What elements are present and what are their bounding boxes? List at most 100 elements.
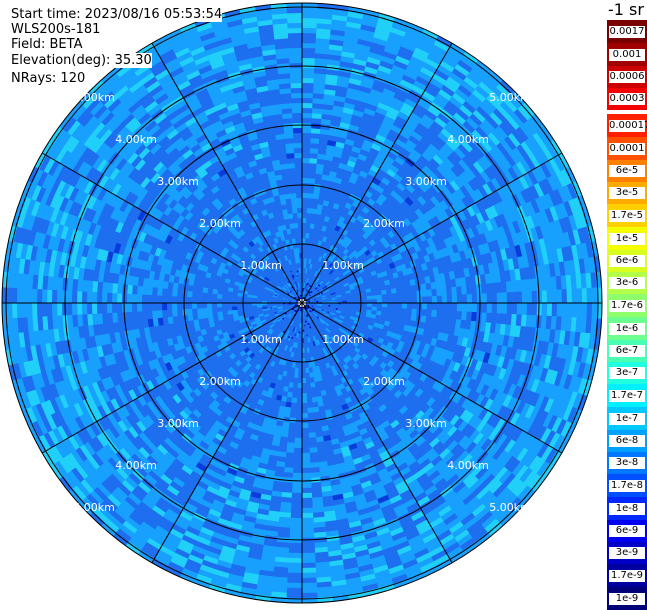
gates-light [2,3,602,603]
range-grid [1,2,603,604]
colorbar-label: 0.0017 [609,25,645,38]
ring-label: 1.00km [322,259,364,272]
colorbar-swatch: 0.0001 [607,137,647,160]
colorbar-swatch: 0.001 [607,43,647,66]
colorbar-label: 1e-5 [609,232,645,245]
noise-dot [318,284,320,287]
noise-dot [305,306,307,309]
colorbar-swatch: 1e-8 [607,497,647,520]
colorbar-label: 1.7e-5 [609,209,645,222]
noise-dot [303,297,305,299]
ring-label: 3.00km [157,417,199,430]
noise-dot [290,290,292,293]
noise-dot [290,270,292,273]
colorbar-units: -1 sr [608,0,644,19]
noise-dot [274,312,277,314]
noise-dot [302,306,305,309]
noise-dot [306,283,309,285]
noise-dot [294,281,297,284]
colorbar-swatch: 3e-6 [607,272,647,294]
azimuth-line [301,42,453,304]
colorbar-swatch: 3e-7 [607,362,647,384]
colorbar-label: 6e-6 [609,255,645,267]
noise-dot [300,309,302,311]
noise-dot [327,311,329,314]
noise-dot [304,294,307,297]
colorbar-swatch: 1.7e-8 [607,474,647,497]
ring-labels: 1.00km 1.00km 1.00km 1.00km 2.00km 2.00km 2.00… [73,91,531,514]
colorbar-label: 6e-8 [609,435,645,447]
noise-dot [291,337,294,339]
noise-dot [309,285,311,287]
colorbar-swatch: 6e-7 [607,340,647,362]
colorbar-swatch: 3e-9 [607,542,647,564]
noise-dot [306,334,308,337]
noise-dot [316,300,319,303]
noise-dot [302,288,305,290]
field-label: Field: BETA [11,37,83,52]
start-time-label: Start time: 2023/08/16 05:53:54 [11,7,223,22]
colorbar-label: 3e-8 [609,457,645,469]
noise-dot [305,289,308,291]
ring-label: 5.00km [73,501,115,514]
colorbar-swatch: 6e-5 [607,160,647,182]
noise-dot [317,289,319,292]
noise-dot [308,291,311,294]
noise-dot [287,293,289,295]
colorbar-swatch: 1.7e-6 [607,294,647,317]
colorbar-swatch: 3e-5 [607,182,647,204]
noise-dot [308,299,310,302]
elevation-value: 35.30 [114,53,152,68]
noise-dot [293,297,296,299]
noise-dot [287,281,290,284]
azimuth-line [301,152,563,304]
colorbar-label: 0.00017 [609,119,647,132]
colorbar-label: 0.001 [609,48,645,61]
noise-dot [284,312,287,315]
noise-dot [289,301,291,303]
elevation-label: Elevation(deg): 35.30 [11,53,152,68]
noise-dot [298,331,301,334]
noise-dot [302,329,305,332]
noise-dot [288,336,290,338]
colorbar-swatch: 0.0003 [607,88,647,110]
azimuth-line [151,302,303,564]
noise-dot [294,334,296,336]
noise-dot [296,289,299,292]
noise-dot [283,331,285,333]
noise-dot [296,270,299,273]
colorbar-label: 6e-9 [609,525,645,537]
ring-label: 1.00km [240,333,282,346]
colorbar-swatch: 0.0006 [607,66,647,88]
ppi-gates [2,3,602,603]
colorbar-swatch: 6e-9 [607,520,647,542]
ring-label: 2.00km [363,217,405,230]
colorbar-label: 1e-9 [609,592,645,605]
colorbar-label: 1.7e-9 [609,569,645,582]
colorbar: 0.0017 0.001 0.0006 0.0003 0.00017 0.0001 6e-5… [607,20,647,610]
noise-dot [305,320,307,323]
noise-dot [301,289,304,292]
azimuth-line [151,42,303,304]
azimuth-line [41,302,303,454]
noise-dot [292,275,295,278]
colorbar-label: 6e-5 [609,165,645,177]
noise-dot [294,310,297,312]
noise-dot [299,307,302,309]
noise-dot [299,296,301,299]
colorbar-label: 0.0003 [609,93,645,105]
noise-dot [307,306,309,309]
noise-dot [314,298,316,301]
noise-dot [305,302,308,305]
noise-dot [310,291,313,293]
ring-label: 1.00km [240,259,282,272]
azimuth-line [301,302,563,454]
colorbar-swatch: 1e-9 [607,587,647,610]
noise-dot [318,293,321,295]
center-marker [296,297,308,309]
nrays-label: NRays: 120 [11,71,86,86]
ring-label: 3.00km [405,175,447,188]
ring-label: 5.00km [489,91,531,104]
noise-dot [321,309,324,312]
colorbar-swatch: 1.7e-5 [607,204,647,227]
